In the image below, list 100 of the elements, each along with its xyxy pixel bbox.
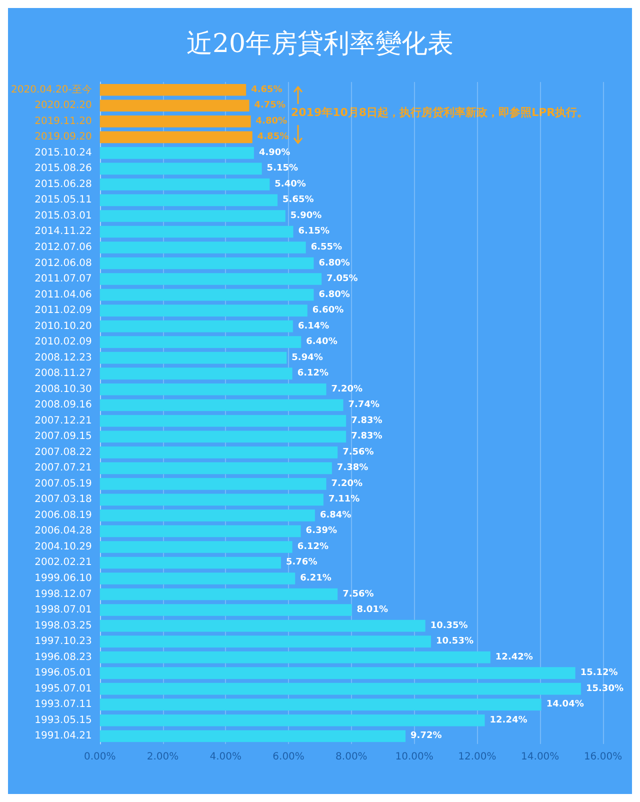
bar bbox=[100, 588, 338, 600]
data-label: 6.80% bbox=[318, 290, 350, 300]
data-label: 7.11% bbox=[328, 494, 360, 505]
y-tick-label: 2012.06.08 bbox=[34, 258, 92, 269]
data-label: 6.40% bbox=[306, 337, 338, 348]
y-tick-label: 2008.09.16 bbox=[34, 400, 92, 411]
bar bbox=[100, 620, 426, 632]
y-tick-label: 2019.11.20 bbox=[34, 116, 92, 127]
bar bbox=[100, 226, 294, 238]
y-tick-label: 2011.04.06 bbox=[34, 289, 92, 300]
y-tick-label: 2002.02.21 bbox=[34, 557, 92, 568]
bar bbox=[100, 446, 338, 458]
bar bbox=[100, 368, 292, 380]
bar bbox=[100, 651, 490, 664]
y-tick-label: 2014.11.22 bbox=[34, 226, 92, 238]
data-label: 12.24% bbox=[490, 715, 528, 726]
bar bbox=[100, 178, 270, 190]
data-label: 5.65% bbox=[282, 195, 314, 206]
bar bbox=[100, 304, 308, 316]
y-tick-label: 1995.07.01 bbox=[34, 683, 92, 694]
data-label: 7.05% bbox=[326, 274, 358, 284]
data-label: 7.56% bbox=[342, 447, 374, 458]
x-tick-label: 2.00% bbox=[146, 752, 179, 762]
bar bbox=[100, 336, 302, 348]
data-label: 4.65% bbox=[251, 84, 282, 95]
y-tick-label: 2015.10.24 bbox=[34, 147, 92, 158]
data-label: 5.40% bbox=[274, 179, 306, 190]
bar bbox=[100, 242, 306, 254]
y-tick-label: 1993.05.15 bbox=[34, 714, 92, 726]
y-tick-label: 2015.06.28 bbox=[34, 178, 92, 190]
y-tick-label: 2008.10.30 bbox=[34, 384, 92, 395]
data-label: 7.38% bbox=[336, 463, 368, 474]
bar bbox=[100, 430, 346, 443]
data-label: 10.53% bbox=[436, 636, 474, 647]
bar bbox=[100, 494, 324, 506]
x-tick-label: 0.00% bbox=[84, 752, 116, 762]
y-tick-label: 2004.10.29 bbox=[34, 541, 92, 552]
bar bbox=[100, 100, 250, 112]
bar bbox=[100, 556, 281, 569]
bar bbox=[100, 698, 542, 711]
y-tick-label: 2010.02.09 bbox=[34, 336, 92, 348]
y-tick-label: 2007.03.18 bbox=[34, 494, 92, 506]
data-label: 6.14% bbox=[298, 321, 330, 332]
x-tick-label: 4.00% bbox=[210, 752, 242, 762]
y-tick-label: 1996.05.01 bbox=[34, 668, 92, 679]
x-tick-label: 6.00% bbox=[272, 752, 304, 762]
bar bbox=[100, 194, 278, 206]
data-label: 6.55% bbox=[310, 242, 342, 252]
annotation: 2019年10月8日起，执行房贷利率新政，即参照LPR执行。 bbox=[291, 106, 588, 119]
data-label: 7.20% bbox=[331, 478, 363, 489]
y-tick-label: 2011.02.09 bbox=[34, 305, 92, 316]
bar bbox=[100, 730, 406, 742]
y-tick-label: 2015.05.11 bbox=[34, 194, 92, 206]
y-tick-label: 2019.09.20 bbox=[34, 132, 92, 143]
data-label: 5.90% bbox=[290, 210, 322, 221]
data-label: 5.94% bbox=[292, 352, 323, 363]
bar bbox=[100, 478, 326, 490]
data-label: 6.84% bbox=[320, 510, 352, 520]
y-tick-label: 2006.08.19 bbox=[34, 510, 92, 521]
x-tick-label: 8.00% bbox=[336, 752, 368, 762]
bar bbox=[100, 541, 292, 553]
bar bbox=[100, 525, 301, 538]
bar bbox=[100, 288, 314, 301]
data-label: 12.42% bbox=[495, 652, 533, 662]
y-tick-label: 2011.07.07 bbox=[34, 274, 92, 285]
y-tick-label: 1998.07.01 bbox=[34, 604, 92, 616]
bar bbox=[100, 115, 251, 128]
y-tick-label: 2012.07.06 bbox=[34, 242, 92, 253]
data-label: 7.56% bbox=[342, 589, 374, 600]
bar bbox=[100, 131, 252, 144]
y-tick-label: 2015.08.26 bbox=[34, 163, 92, 174]
data-label: 6.39% bbox=[306, 526, 338, 536]
data-label: 15.30% bbox=[586, 684, 624, 694]
y-tick-label: 2007.12.21 bbox=[34, 415, 92, 426]
y-tick-label: 2010.10.20 bbox=[34, 320, 92, 332]
bar bbox=[100, 462, 332, 474]
data-label: 8.01% bbox=[356, 605, 388, 616]
bar bbox=[100, 273, 322, 285]
x-tick-label: 16.00% bbox=[584, 752, 622, 762]
bar bbox=[100, 414, 346, 427]
y-tick-label: 1998.03.25 bbox=[34, 620, 92, 632]
bar bbox=[100, 510, 315, 522]
bar bbox=[100, 636, 431, 648]
y-tick-label: 2020.04.20-至今 bbox=[10, 83, 92, 96]
x-tick-label: 12.00% bbox=[458, 752, 496, 762]
y-tick-label: 2006.04.28 bbox=[34, 526, 92, 537]
data-label: 9.72% bbox=[410, 731, 442, 742]
data-label: 7.20% bbox=[331, 384, 363, 394]
data-label: 6.12% bbox=[297, 542, 329, 552]
bar bbox=[100, 604, 352, 616]
bar bbox=[100, 682, 581, 695]
y-tick-label: 1999.06.10 bbox=[34, 573, 92, 584]
data-label: 7.83% bbox=[351, 432, 382, 442]
bar bbox=[100, 84, 246, 96]
data-label: 10.35% bbox=[430, 620, 468, 631]
data-label: 5.15% bbox=[266, 164, 298, 174]
x-tick-label: 10.00% bbox=[395, 752, 434, 762]
data-label: 6.21% bbox=[300, 574, 332, 584]
y-tick-label: 1998.12.07 bbox=[34, 588, 92, 600]
data-label: 5.76% bbox=[286, 558, 318, 568]
